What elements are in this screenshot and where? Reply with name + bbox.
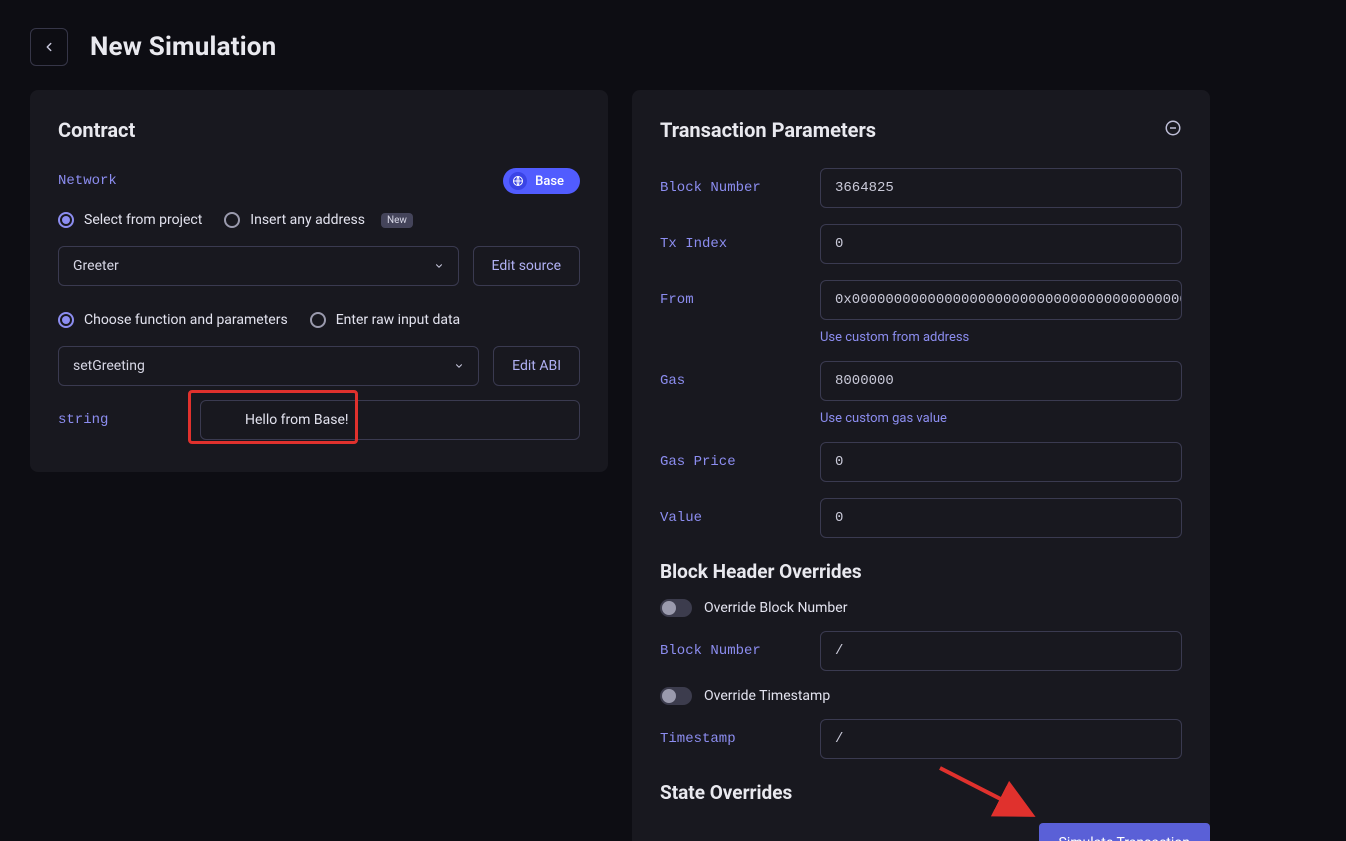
- page-title: New Simulation: [90, 32, 276, 62]
- gas-price-input[interactable]: 0: [820, 442, 1182, 482]
- tx-index-label: Tx Index: [660, 236, 800, 252]
- param-type-label: string: [58, 412, 178, 428]
- gas-label: Gas: [660, 373, 800, 389]
- radio-enter-raw[interactable]: Enter raw input data: [310, 312, 460, 328]
- chevron-down-icon: [454, 361, 464, 371]
- simulate-transaction-button[interactable]: Simulate Transaction: [1039, 823, 1210, 841]
- radio-select-from-project-label: Select from project: [84, 212, 202, 228]
- contract-panel: Contract Network Base Select from projec…: [30, 90, 608, 472]
- radio-choose-function[interactable]: Choose function and parameters: [58, 312, 288, 328]
- radio-select-from-project[interactable]: Select from project: [58, 212, 202, 228]
- bh-timestamp-label: Timestamp: [660, 731, 800, 747]
- new-badge: New: [381, 213, 413, 228]
- globe-icon: [509, 172, 527, 190]
- from-label: From: [660, 292, 800, 308]
- network-pill[interactable]: Base: [503, 168, 580, 194]
- edit-abi-button[interactable]: Edit ABI: [493, 346, 580, 386]
- radio-choose-function-label: Choose function and parameters: [84, 312, 288, 328]
- override-block-number-toggle[interactable]: [660, 599, 692, 617]
- collapse-tx-params-icon[interactable]: [1164, 118, 1182, 142]
- network-label: Network: [58, 173, 117, 189]
- network-pill-label: Base: [535, 174, 564, 189]
- chevron-down-icon: [434, 261, 444, 271]
- edit-source-button[interactable]: Edit source: [473, 246, 580, 286]
- block-header-overrides-heading: Block Header Overrides: [660, 560, 862, 583]
- state-overrides-heading: State Overrides: [660, 781, 792, 804]
- from-input[interactable]: 0x00000000000000000000000000000000000000…: [820, 280, 1182, 320]
- override-timestamp-label: Override Timestamp: [704, 688, 830, 704]
- param-string-input[interactable]: Hello from Base!: [200, 400, 580, 440]
- back-button[interactable]: [30, 28, 68, 66]
- gas-price-label: Gas Price: [660, 454, 800, 470]
- contract-select-value: Greeter: [73, 258, 119, 274]
- contract-select[interactable]: Greeter: [58, 246, 459, 286]
- bh-block-number-label: Block Number: [660, 643, 800, 659]
- gas-input[interactable]: 8000000: [820, 361, 1182, 401]
- block-number-label: Block Number: [660, 180, 800, 196]
- bh-block-number-input[interactable]: /: [820, 631, 1182, 671]
- transaction-panel: Transaction Parameters Block Number 3664…: [632, 90, 1210, 841]
- function-select[interactable]: setGreeting: [58, 346, 479, 386]
- gas-hint[interactable]: Use custom gas value: [820, 411, 1182, 426]
- tx-index-input[interactable]: 0: [820, 224, 1182, 264]
- override-timestamp-toggle[interactable]: [660, 687, 692, 705]
- block-number-input[interactable]: 3664825: [820, 168, 1182, 208]
- from-hint[interactable]: Use custom from address: [820, 330, 1182, 345]
- radio-insert-any-address-label: Insert any address: [250, 212, 365, 228]
- function-select-value: setGreeting: [73, 358, 145, 374]
- tx-params-heading: Transaction Parameters: [660, 118, 876, 142]
- bh-timestamp-input[interactable]: /: [820, 719, 1182, 759]
- contract-heading: Contract: [58, 118, 580, 142]
- radio-enter-raw-label: Enter raw input data: [336, 312, 460, 328]
- radio-insert-any-address[interactable]: Insert any address New: [224, 212, 413, 228]
- value-input[interactable]: 0: [820, 498, 1182, 538]
- override-block-number-label: Override Block Number: [704, 600, 847, 616]
- value-label: Value: [660, 510, 800, 526]
